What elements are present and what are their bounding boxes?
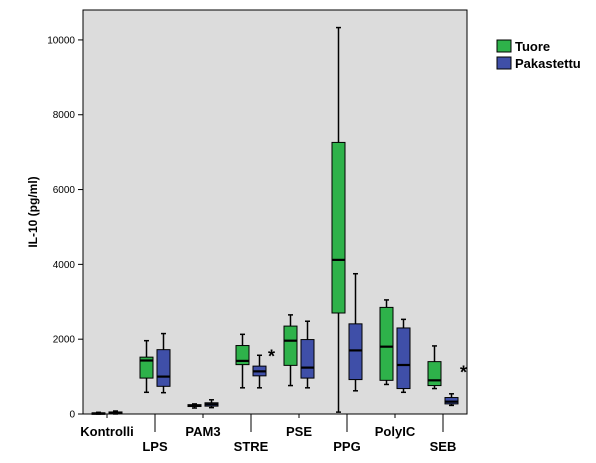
y-tick-label: 10000 (47, 35, 75, 46)
x-tick-label: PolyIC (375, 424, 416, 439)
x-tick-label: LPS (142, 439, 168, 454)
legend-label: Tuore (515, 39, 550, 54)
significance-marker: * (268, 347, 275, 367)
box-iqr (379, 306, 394, 381)
box-iqr (331, 141, 346, 314)
legend-swatch (496, 56, 512, 70)
legend: Tuore Pakastettu (496, 39, 581, 71)
box-iqr (156, 349, 171, 387)
box-tuore-seb (427, 345, 442, 390)
box-pakastettu-lps (156, 332, 171, 394)
box-tuore-polyic (379, 299, 394, 386)
y-axis-title: IL-10 (pg/ml) (26, 176, 40, 247)
box-pakastettu-seb (444, 393, 459, 407)
axes-layer: 0 2000 4000 6000 8000 10000 Kontrolli LPS PAM3 ST… (47, 35, 456, 454)
x-tick-label: STRE (234, 439, 269, 454)
box-iqr (283, 325, 298, 366)
x-tick-label: PAM3 (185, 424, 220, 439)
legend-swatch (496, 39, 512, 53)
box-iqr (348, 323, 363, 381)
box-pakastettu-pam3 (204, 399, 219, 409)
box-tuore-pse (283, 314, 298, 387)
box-tuore-pam3 (187, 403, 202, 409)
box-pakastettu-pse (300, 320, 315, 389)
boxes-layer: ** (91, 26, 467, 415)
x-tick-label: PPG (333, 439, 360, 454)
box-pakastettu-polyic (396, 318, 411, 394)
box-tuore-stre (235, 333, 250, 389)
x-tick-label: SEB (430, 439, 457, 454)
box-iqr (300, 339, 315, 379)
legend-item-tuore: Tuore (496, 39, 550, 54)
significance-marker: * (460, 363, 467, 383)
box-iqr (427, 361, 442, 387)
box-pakastettu-kontrolli (108, 410, 123, 415)
box-iqr (139, 356, 154, 379)
x-tick-label: PSE (286, 424, 312, 439)
box-iqr (396, 327, 411, 390)
y-tick-label: 4000 (53, 260, 76, 271)
y-tick-label: 0 (69, 410, 75, 421)
box-tuore-kontrolli (91, 411, 106, 415)
legend-item-pakastettu: Pakastettu (496, 56, 581, 71)
x-tick-label: Kontrolli (80, 424, 133, 439)
legend-label: Pakastettu (515, 56, 581, 71)
box-tuore-ppg (331, 26, 346, 413)
y-tick-label: 2000 (53, 335, 76, 346)
y-tick-label: 8000 (53, 110, 76, 121)
y-tick-label: 6000 (53, 185, 76, 196)
box-pakastettu-ppg (348, 272, 363, 392)
box-pakastettu-stre (252, 354, 267, 389)
box-tuore-lps (139, 339, 154, 394)
